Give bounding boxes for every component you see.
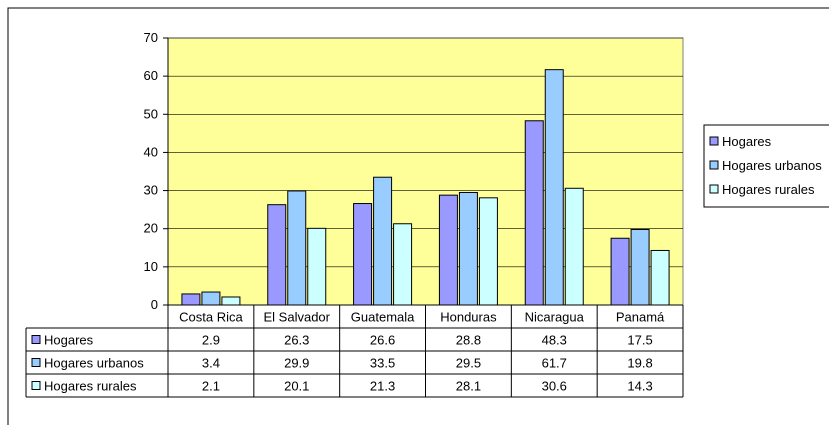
legend-key bbox=[709, 136, 719, 146]
bar-hogares-rurales bbox=[307, 227, 327, 306]
y-tick-label: 60 bbox=[144, 68, 158, 83]
bar-hogares bbox=[610, 237, 630, 306]
series-row-label: Hogares rurales bbox=[44, 379, 137, 394]
table-legend-key bbox=[31, 358, 41, 367]
category-label: El Salvador bbox=[264, 310, 331, 325]
y-tick-label: 70 bbox=[144, 30, 158, 45]
data-label: 3.4 bbox=[202, 356, 220, 371]
category-label: Costa Rica bbox=[179, 310, 243, 325]
data-label: 2.9 bbox=[202, 333, 220, 348]
data-label: 17.5 bbox=[627, 333, 652, 348]
data-label: 21.3 bbox=[370, 379, 395, 394]
data-label: 2.1 bbox=[202, 379, 220, 394]
data-label: 61.7 bbox=[542, 356, 567, 371]
bar-hogares-urbanos bbox=[458, 191, 478, 306]
series-row-label: Hogares urbanos bbox=[44, 356, 144, 371]
bar-hogares-urbanos bbox=[287, 190, 307, 306]
bar-hogares-rurales bbox=[221, 296, 241, 306]
bar-hogares-rurales bbox=[478, 197, 498, 306]
data-label: 14.3 bbox=[627, 379, 652, 394]
category-label: Nicaragua bbox=[525, 310, 585, 325]
data-label: 26.3 bbox=[284, 333, 309, 348]
bar-hogares-urbanos bbox=[201, 291, 221, 306]
table-legend-key bbox=[31, 381, 41, 390]
bar-hogares-urbanos bbox=[630, 228, 650, 306]
legend-entry: Hogares bbox=[722, 134, 772, 149]
bar-hogares-urbanos bbox=[544, 69, 564, 306]
y-tick-label: 50 bbox=[144, 106, 158, 121]
legend-box bbox=[703, 124, 829, 208]
category-label: Guatemala bbox=[351, 310, 415, 325]
y-tick-label: 30 bbox=[144, 183, 158, 198]
y-tick-label: 10 bbox=[144, 259, 158, 274]
legend-entry: Hogares rurales bbox=[722, 182, 815, 197]
data-label: 29.9 bbox=[284, 356, 309, 371]
y-tick-label: 20 bbox=[144, 221, 158, 236]
category-label: Panamá bbox=[616, 310, 665, 325]
bar-hogares-urbanos bbox=[373, 176, 393, 306]
bar-hogares-rurales bbox=[393, 223, 413, 306]
data-label: 19.8 bbox=[627, 356, 652, 371]
bar-hogares bbox=[438, 194, 458, 306]
category-label: Honduras bbox=[440, 310, 497, 325]
legend-entry: Hogares urbanos bbox=[722, 158, 822, 173]
data-label: 48.3 bbox=[542, 333, 567, 348]
data-table: Costa Rica El Salvador Guatemala Honduras Ni… bbox=[25, 304, 684, 398]
data-label: 29.5 bbox=[456, 356, 481, 371]
bar-hogares bbox=[353, 203, 373, 306]
data-label: 33.5 bbox=[370, 356, 395, 371]
bar-hogares bbox=[181, 293, 201, 306]
legend: Hogares Hogares urbanos Hogares rurales bbox=[703, 124, 829, 208]
data-label: 30.6 bbox=[542, 379, 567, 394]
data-label: 26.6 bbox=[370, 333, 395, 348]
plot-area bbox=[167, 37, 684, 306]
legend-key bbox=[709, 184, 719, 194]
bar-hogares-rurales bbox=[564, 187, 584, 306]
data-label: 28.1 bbox=[456, 379, 481, 394]
data-label: 20.1 bbox=[284, 379, 309, 394]
table-legend-key bbox=[31, 335, 41, 344]
data-label: 28.8 bbox=[456, 333, 481, 348]
bar-hogares bbox=[267, 204, 287, 306]
y-axis: 0 10 20 30 40 50 60 70 bbox=[144, 30, 169, 312]
legend-key bbox=[709, 160, 719, 170]
y-tick-label: 40 bbox=[144, 144, 158, 159]
bar-hogares bbox=[524, 120, 544, 306]
series-row-label: Hogares bbox=[44, 333, 94, 348]
bar-hogares-rurales bbox=[650, 249, 670, 306]
gridlines bbox=[168, 37, 683, 268]
y-tick-label: 0 bbox=[151, 297, 158, 312]
